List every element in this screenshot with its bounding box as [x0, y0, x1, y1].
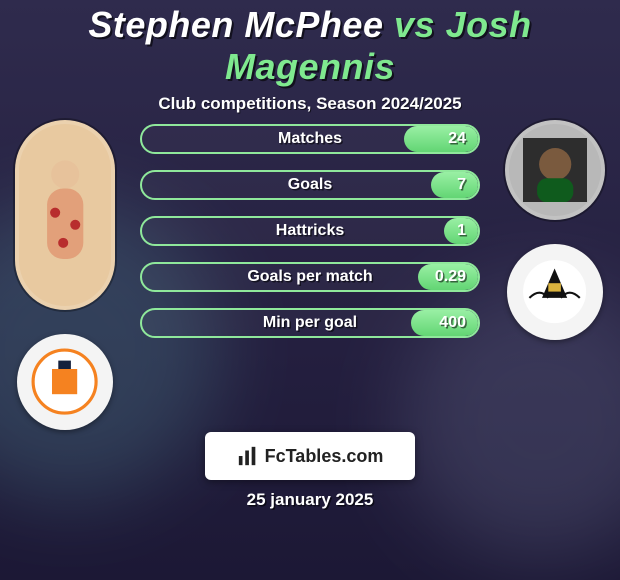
club-crest-icon — [521, 258, 588, 325]
player2-club-badge — [507, 244, 603, 340]
player2-portrait — [505, 120, 605, 220]
subtitle: Club competitions, Season 2024/2025 — [0, 94, 620, 114]
player1-name: Stephen McPhee — [88, 4, 383, 45]
stat-label: Matches — [278, 126, 342, 152]
brand-text: FcTables.com — [265, 446, 384, 467]
bar-chart-icon — [237, 445, 259, 467]
player2-column — [500, 120, 610, 340]
person-icon — [33, 151, 97, 278]
stat-bars: Matches 24 Goals 7 Hattricks 1 Goals per match… — [140, 124, 480, 338]
stat-bar: Matches 24 — [140, 124, 480, 154]
date-label: 25 january 2025 — [0, 490, 620, 510]
stat-label: Hattricks — [276, 218, 344, 244]
stat-label: Min per goal — [263, 310, 357, 336]
club-crest-icon — [31, 348, 98, 415]
stat-bar-fill — [431, 172, 478, 198]
stat-bar: Goals per match 0.29 — [140, 262, 480, 292]
stat-value: 1 — [457, 218, 466, 244]
stat-value: 400 — [439, 310, 466, 336]
comparison-card: Stephen McPhee vs Josh Magennis Club com… — [0, 0, 620, 580]
person-icon — [523, 138, 587, 202]
stat-bar-fill — [404, 126, 478, 152]
stat-label: Goals per match — [247, 264, 372, 290]
brand-badge: FcTables.com — [205, 432, 415, 480]
player1-club-badge — [17, 334, 113, 430]
stat-bar: Hattricks 1 — [140, 216, 480, 246]
stat-value: 7 — [457, 172, 466, 198]
player1-portrait — [15, 120, 115, 310]
stat-value: 0.29 — [435, 264, 466, 290]
page-title: Stephen McPhee vs Josh Magennis — [0, 0, 620, 88]
stat-value: 24 — [448, 126, 466, 152]
stat-bar: Goals 7 — [140, 170, 480, 200]
vs-separator: vs — [394, 4, 435, 45]
stat-bar: Min per goal 400 — [140, 308, 480, 338]
stat-label: Goals — [288, 172, 332, 198]
player1-column — [10, 120, 120, 430]
